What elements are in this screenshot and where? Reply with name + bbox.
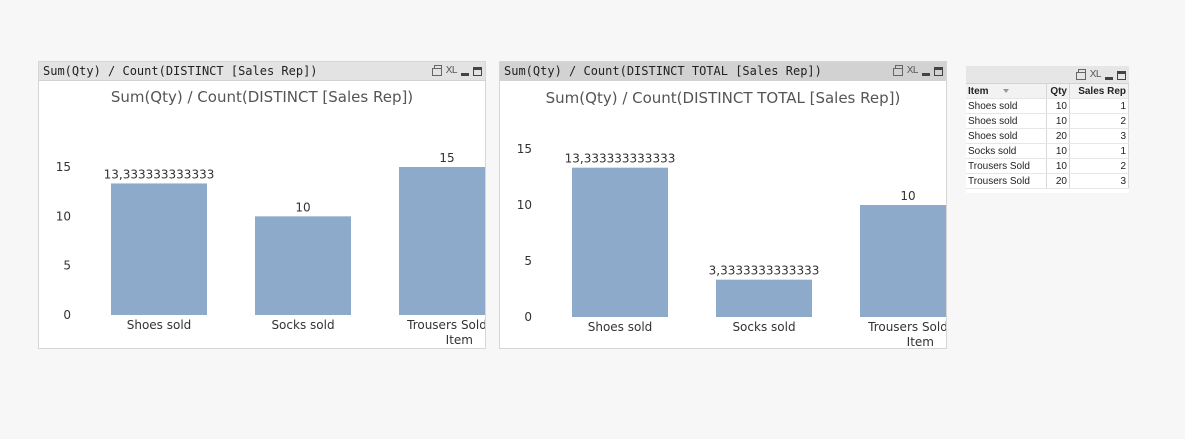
chart-panel-1[interactable]: Sum(Qty) / Count(DISTINCT [Sales Rep]) X…	[38, 61, 486, 349]
minimize-icon[interactable]	[1105, 76, 1113, 80]
chart-title: Sum(Qty) / Count(DISTINCT TOTAL [Sales R…	[546, 89, 901, 107]
data-label: 15	[439, 151, 454, 165]
chart-panel-2[interactable]: Sum(Qty) / Count(DISTINCT TOTAL [Sales R…	[499, 61, 947, 349]
chart-title: Sum(Qty) / Count(DISTINCT [Sales Rep])	[111, 88, 413, 106]
cell-sales-rep: 2	[1069, 113, 1129, 129]
column-header-sales-rep[interactable]: Sales Rep	[1069, 84, 1129, 99]
cell-item: Socks sold	[966, 143, 1047, 159]
cell-sales-rep: 3	[1069, 173, 1129, 189]
caption-icons-1: XL	[431, 64, 482, 78]
maximize-icon[interactable]	[934, 66, 943, 76]
x-axis-label: Item	[446, 333, 473, 347]
table-caption-icons: XL	[1075, 68, 1126, 82]
excel-export-icon[interactable]: XL	[906, 65, 919, 76]
cell-qty: 10	[1046, 98, 1070, 114]
cell-item: Shoes sold	[966, 98, 1047, 114]
y-tick-label: 5	[63, 259, 71, 273]
y-tick-label: 0	[63, 308, 71, 322]
excel-export-icon[interactable]: XL	[445, 65, 458, 76]
sort-arrow-icon[interactable]	[1002, 88, 1009, 93]
cell-sales-rep: 1	[1069, 98, 1129, 114]
x-tick-label: Socks sold	[271, 318, 334, 332]
x-tick-label: Trousers Sold	[406, 318, 485, 332]
maximize-icon[interactable]	[1117, 70, 1126, 80]
data-label: 13,333333333333	[104, 167, 215, 181]
x-tick-label: Socks sold	[732, 320, 795, 334]
cell-item: Trousers Sold	[966, 173, 1047, 189]
table-row: Shoes sold 10 1	[966, 98, 1129, 114]
chart-caption-text-2: Sum(Qty) / Count(DISTINCT TOTAL [Sales R…	[504, 64, 822, 78]
maximize-icon[interactable]	[473, 66, 482, 76]
chart-caption-1[interactable]: Sum(Qty) / Count(DISTINCT [Sales Rep]) X…	[39, 62, 485, 81]
y-tick-label: 10	[56, 209, 71, 223]
x-tick-label: Shoes sold	[127, 318, 192, 332]
minimize-icon[interactable]	[461, 72, 469, 76]
bar-chart-1: Sum(Qty) / Count(DISTINCT [Sales Rep]) 0 5…	[56, 88, 485, 347]
y-tick-label: 10	[517, 198, 532, 212]
cell-item: Shoes sold	[966, 113, 1047, 129]
x-axis-label: Item	[907, 335, 934, 348]
table-header-row: Item Qty Sales Rep	[966, 84, 1129, 99]
print-icon[interactable]	[1075, 69, 1086, 80]
y-tick-label: 15	[56, 160, 71, 174]
bar	[572, 167, 668, 317]
table-row: Socks sold 10 1	[966, 143, 1129, 159]
cell-item: Shoes sold	[966, 128, 1047, 144]
data-label: 10	[295, 200, 310, 214]
cell-qty: 20	[1046, 173, 1070, 189]
table-caption[interactable]: XL	[966, 66, 1129, 84]
cell-item: Trousers Sold	[966, 158, 1047, 174]
column-header-item[interactable]: Item	[966, 84, 1047, 99]
bar	[716, 279, 812, 317]
data-label: 10	[900, 189, 915, 203]
cell-qty: 20	[1046, 128, 1070, 144]
bar	[399, 167, 485, 315]
data-table: Item Qty Sales Rep Shoes sold 10 1 Shoes…	[966, 84, 1129, 189]
cell-sales-rep: 3	[1069, 128, 1129, 144]
table-row: Shoes sold 10 2	[966, 113, 1129, 129]
chart-caption-2[interactable]: Sum(Qty) / Count(DISTINCT TOTAL [Sales R…	[500, 62, 946, 81]
cell-sales-rep: 1	[1069, 143, 1129, 159]
cell-qty: 10	[1046, 143, 1070, 159]
print-icon[interactable]	[892, 65, 903, 76]
cell-qty: 10	[1046, 158, 1070, 174]
bar	[255, 216, 351, 315]
data-label: 13,333333333333	[565, 152, 676, 166]
y-tick-label: 5	[524, 254, 532, 268]
table-row: Trousers Sold 20 3	[966, 173, 1129, 189]
minimize-icon[interactable]	[922, 72, 930, 76]
excel-export-icon[interactable]: XL	[1089, 69, 1102, 80]
column-header-qty[interactable]: Qty	[1046, 84, 1070, 99]
x-tick-label: Trousers Sold	[867, 320, 946, 334]
table-panel[interactable]: XL Item Qty Sales Rep Shoes sold 10 1 Sh…	[966, 66, 1129, 193]
cell-sales-rep: 2	[1069, 158, 1129, 174]
cell-qty: 10	[1046, 113, 1070, 129]
caption-icons-2: XL	[892, 64, 943, 78]
bar	[860, 205, 946, 317]
data-label: 3,3333333333333	[709, 264, 820, 278]
bar-chart-2: Sum(Qty) / Count(DISTINCT TOTAL [Sales R…	[517, 89, 946, 348]
y-tick-label: 0	[524, 310, 532, 324]
chart-caption-text-1: Sum(Qty) / Count(DISTINCT [Sales Rep])	[43, 64, 318, 78]
bar	[111, 183, 207, 315]
y-tick-label: 15	[517, 142, 532, 156]
table-row: Trousers Sold 10 2	[966, 158, 1129, 174]
x-tick-label: Shoes sold	[588, 320, 653, 334]
print-icon[interactable]	[431, 65, 442, 76]
table-row: Shoes sold 20 3	[966, 128, 1129, 144]
